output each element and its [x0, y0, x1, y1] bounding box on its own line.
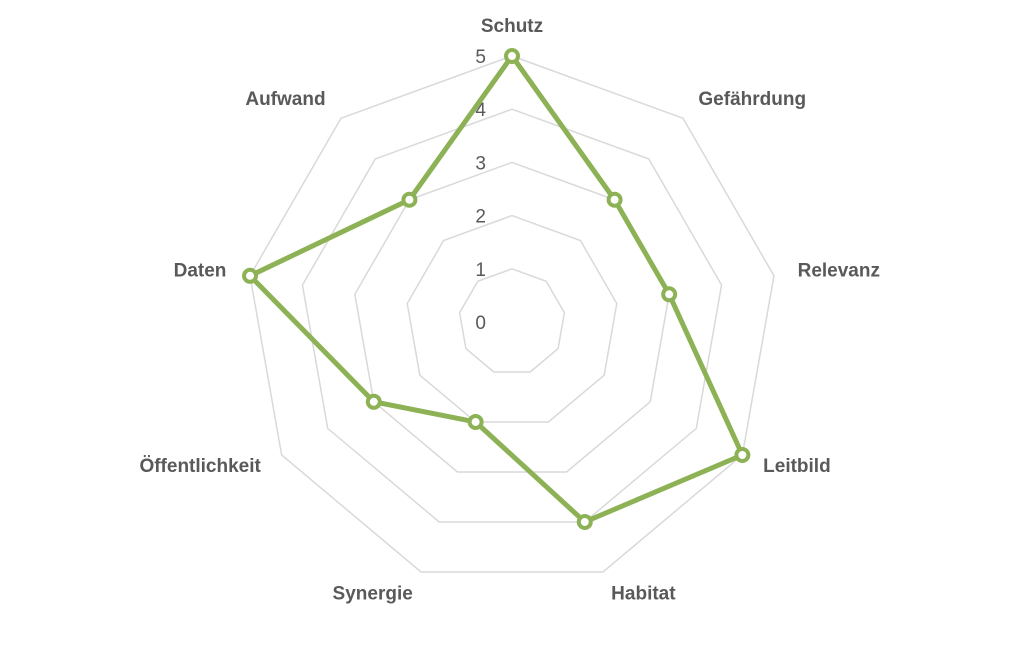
r-tick-label: 4 — [475, 100, 486, 121]
spoke — [512, 322, 742, 455]
category-label: Gefährdung — [698, 89, 806, 110]
spoke — [512, 322, 603, 572]
series-line — [247, 53, 745, 525]
spoke — [421, 322, 512, 572]
spoke — [512, 276, 774, 322]
grid-ring — [406, 214, 618, 423]
category-label: Schutz — [481, 16, 543, 37]
category-label: Daten — [174, 261, 227, 282]
r-tick-label: 1 — [475, 260, 486, 281]
data-point — [661, 286, 678, 303]
grid-ring — [301, 108, 723, 523]
data-point — [401, 191, 418, 208]
category-label: Öffentlichkeit — [139, 456, 261, 477]
spoke — [512, 118, 683, 322]
r-tick-label: 2 — [475, 207, 486, 228]
data-point — [734, 447, 751, 463]
r-tick-label: 0 — [475, 313, 486, 334]
data-point — [242, 267, 259, 284]
data-point — [606, 191, 623, 208]
category-label: Aufwand — [245, 89, 325, 110]
data-point — [576, 513, 593, 530]
category-label: Leitbild — [763, 456, 831, 477]
category-label: Synergie — [333, 584, 413, 605]
category-label: Relevanz — [798, 261, 880, 282]
grid-ring — [249, 55, 775, 573]
data-point — [467, 413, 484, 430]
r-tick-label: 3 — [475, 153, 486, 174]
data-point — [504, 48, 520, 64]
category-label: Habitat — [611, 584, 676, 605]
data-point — [365, 393, 382, 410]
grid-ring — [458, 268, 566, 373]
r-tick-label: 5 — [475, 47, 486, 68]
